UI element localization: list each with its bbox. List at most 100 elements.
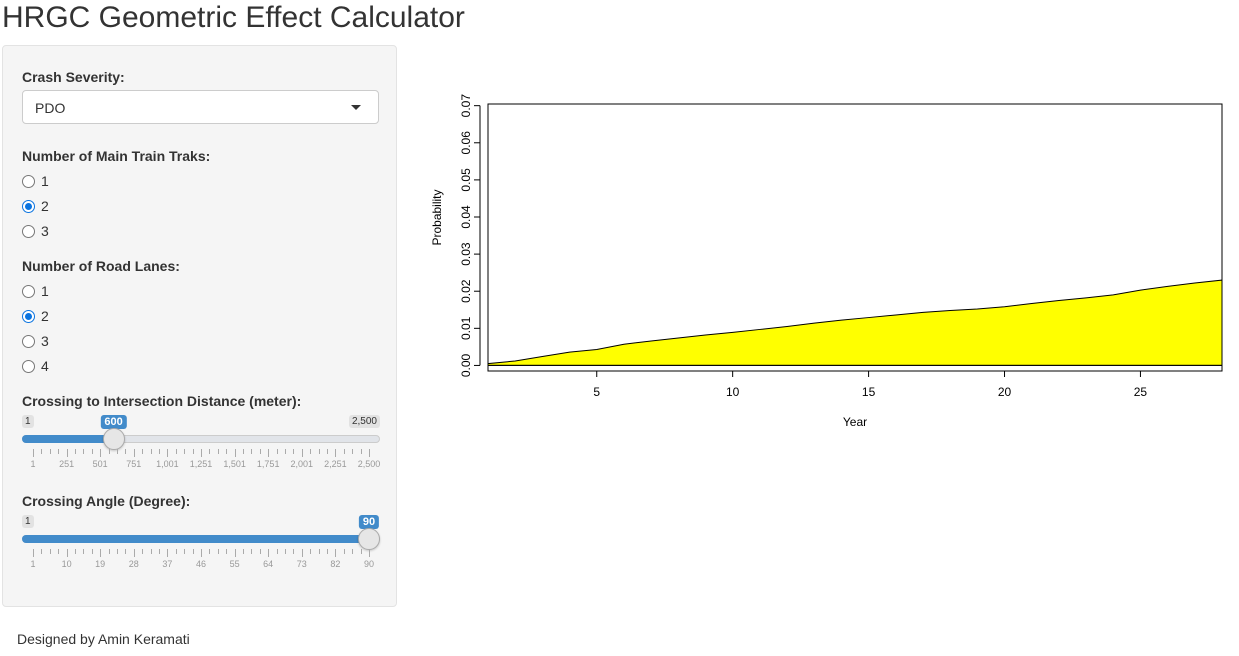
slider-tick-label: 2,001 <box>290 459 314 469</box>
slider-tick <box>209 449 211 454</box>
radio-button[interactable] <box>22 310 35 323</box>
slider-tick <box>108 449 110 454</box>
radio-button[interactable] <box>22 285 35 298</box>
radio-label: 1 <box>41 173 49 189</box>
slider-tick-label: 28 <box>128 559 139 569</box>
area-layer <box>487 279 1223 366</box>
probability-chart: 5 10 15 20 25 0.000.010.020.030.040.050.060.… <box>430 94 1223 429</box>
slider-tick <box>133 449 135 457</box>
y-axis-label: Probability <box>430 189 444 245</box>
slider-tick <box>100 449 102 457</box>
slider-tick <box>327 449 328 454</box>
plot-frame <box>487 103 1223 372</box>
slider-tick <box>301 549 303 557</box>
radio-button[interactable] <box>22 360 35 373</box>
slider-tick <box>117 549 118 554</box>
crash-severity-label: Crash Severity: <box>22 69 125 85</box>
slider-tick-label: 1,251 <box>189 459 213 469</box>
slider-tick <box>343 449 345 454</box>
radio-button[interactable] <box>22 335 35 348</box>
crash-severity-select[interactable]: PDO <box>22 90 379 124</box>
slider-tick <box>167 449 169 457</box>
slider-tick-label: 64 <box>263 559 274 569</box>
slider-tick <box>75 449 76 454</box>
slider-tick <box>234 549 236 557</box>
slider-tick-label: 90 <box>363 559 375 569</box>
slider-handle[interactable] <box>102 428 125 450</box>
slider-tick <box>83 549 85 554</box>
slider-tick <box>125 449 127 454</box>
distance-slider[interactable]: 1 2,500 600 1 251 501 751 1,001 1,251 1,501 1,7… <box>22 415 380 475</box>
y-tick-label: 0.05 <box>459 168 473 192</box>
slider-tick <box>142 549 144 554</box>
slider-tick <box>75 549 76 554</box>
slider-tick <box>133 549 135 557</box>
radio-button[interactable] <box>22 175 35 188</box>
slider-tick-label: 751 <box>126 459 142 469</box>
slider-tick <box>285 449 286 454</box>
slider-tick <box>192 449 194 454</box>
slider-tick <box>243 449 244 454</box>
slider-tick <box>251 549 253 554</box>
y-axis: 0.00 0.01 0.02 0.03 0.04 0.05 0.06 0.07 <box>459 94 481 377</box>
y-tick-label: 0.04 <box>459 205 473 229</box>
slider-tick <box>217 449 219 454</box>
probability-area <box>487 279 1223 366</box>
crash-severity-value: PDO <box>35 100 66 116</box>
slider-tick <box>352 549 354 554</box>
slider-tick <box>66 449 68 457</box>
slider-tick-label: 55 <box>229 559 240 569</box>
x-tick-label: 10 <box>726 385 740 399</box>
sidebar-panel: Crash Severity: PDO Number of Main Train… <box>2 45 397 607</box>
slider-value-label: 90 <box>358 515 380 529</box>
slider-tick <box>142 449 144 454</box>
slider-tick <box>268 449 270 457</box>
slider-tick <box>91 449 93 454</box>
y-tick-label: 0.00 <box>459 353 473 377</box>
slider-tick <box>184 549 186 554</box>
radio-button[interactable] <box>22 225 35 238</box>
slider-tick <box>167 549 169 557</box>
slider-tick <box>276 549 278 554</box>
slider-tick <box>226 449 228 454</box>
slider-tick <box>226 549 228 554</box>
x-axis: 5 10 15 20 25 <box>593 371 1147 399</box>
slider-tick-label: 251 <box>59 459 75 469</box>
angle-slider[interactable]: 1 90 1 10 19 28 37 46 55 64 73 82 90 <box>22 515 380 575</box>
slider-tick <box>192 549 194 554</box>
slider-ticks <box>22 449 380 457</box>
slider-tick <box>83 449 85 454</box>
chevron-down-icon <box>351 105 361 110</box>
radio-label: 2 <box>41 198 49 214</box>
slider-tick <box>49 549 51 554</box>
radio-button[interactable] <box>22 200 35 213</box>
radio-label: 3 <box>41 333 49 349</box>
slider-tick-label: 1 <box>30 459 36 469</box>
slider-tick <box>360 449 362 454</box>
slider-handle[interactable] <box>358 528 380 550</box>
slider-tick <box>66 549 68 557</box>
slider-tick <box>293 549 295 554</box>
slider-tick <box>201 449 202 457</box>
slider-tick <box>318 449 320 454</box>
slider-ticks <box>22 549 380 557</box>
road-lanes-label: Number of Road Lanes: <box>22 258 180 274</box>
slider-tick <box>91 549 93 554</box>
radio-label: 4 <box>41 358 49 374</box>
slider-tick <box>58 549 60 554</box>
slider-tick-label: 1,751 <box>256 459 280 469</box>
slider-tick <box>100 549 102 557</box>
slider-tick <box>150 549 152 554</box>
slider-tick <box>369 549 370 557</box>
footer-credit: Designed by Amin Keramati <box>17 631 190 647</box>
slider-fill <box>22 535 369 543</box>
slider-tick <box>175 549 177 554</box>
slider-tick <box>108 549 110 554</box>
slider-tick <box>49 449 51 454</box>
slider-tick <box>352 449 354 454</box>
slider-tick <box>201 549 202 557</box>
radio-label: 3 <box>41 223 49 239</box>
y-tick-label: 0.03 <box>459 242 473 266</box>
slider-tick <box>41 549 43 554</box>
slider-tick <box>335 549 337 557</box>
